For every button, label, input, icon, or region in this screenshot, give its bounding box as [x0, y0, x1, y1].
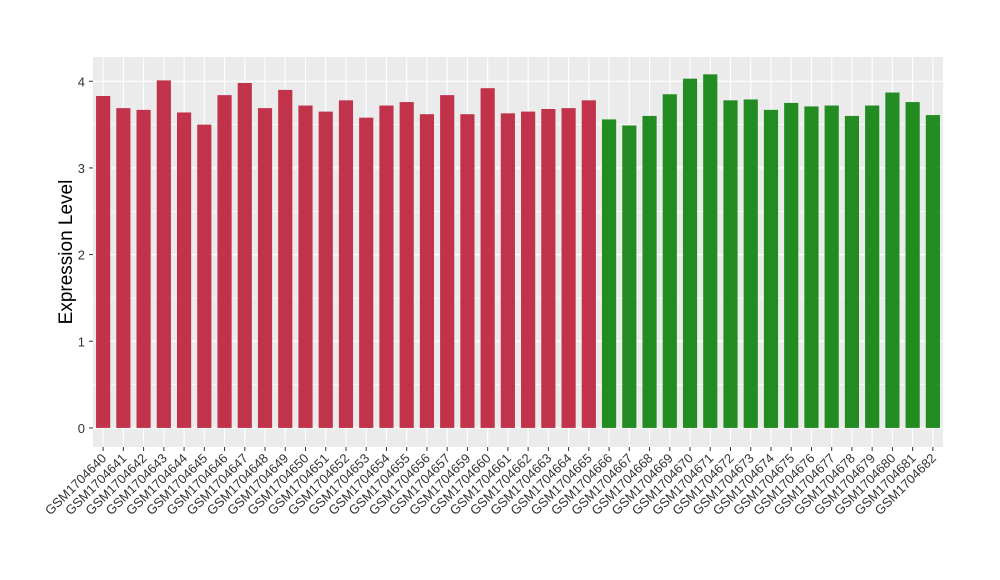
- bar: [440, 95, 455, 428]
- bar: [743, 99, 758, 428]
- bar: [521, 111, 536, 428]
- bar: [561, 108, 576, 428]
- bar: [338, 100, 354, 428]
- bar: [500, 113, 515, 428]
- y-tick-label: 4: [78, 74, 85, 89]
- bar: [844, 115, 860, 428]
- bar: [703, 74, 718, 428]
- bar: [682, 78, 698, 428]
- bar: [359, 117, 374, 428]
- bar: [581, 100, 596, 428]
- bar: [642, 115, 657, 428]
- bar: [116, 108, 131, 428]
- bar: [541, 109, 556, 428]
- bar: [257, 108, 273, 428]
- bar: [197, 124, 212, 428]
- bar: [763, 109, 779, 428]
- bar: [399, 102, 414, 428]
- bar: [925, 115, 940, 428]
- bar: [419, 114, 435, 428]
- bar: [865, 105, 880, 428]
- bar: [460, 114, 475, 428]
- y-tick-label: 0: [78, 421, 85, 436]
- bar: [601, 119, 617, 428]
- bar: [723, 100, 738, 428]
- plot-background: [93, 57, 943, 447]
- bar: [156, 80, 171, 428]
- bar: [480, 88, 495, 428]
- bar: [905, 102, 920, 428]
- y-tick-label: 2: [78, 248, 85, 263]
- y-tick-label: 3: [78, 161, 85, 176]
- bar: [176, 112, 192, 428]
- bar: [318, 111, 333, 428]
- y-tick-label: 1: [78, 334, 85, 349]
- bar: [804, 106, 819, 428]
- bar: [824, 105, 839, 428]
- bar: [136, 109, 151, 428]
- bar: [885, 92, 900, 428]
- bar: [217, 95, 232, 428]
- bar: [622, 125, 637, 428]
- y-axis-title: Expression Level: [56, 180, 77, 325]
- bar: [237, 83, 252, 428]
- bar: [379, 105, 394, 428]
- bar: [298, 105, 313, 428]
- bar: [278, 89, 293, 428]
- bar: [96, 96, 111, 428]
- bar: [662, 94, 677, 428]
- bar: [784, 102, 799, 428]
